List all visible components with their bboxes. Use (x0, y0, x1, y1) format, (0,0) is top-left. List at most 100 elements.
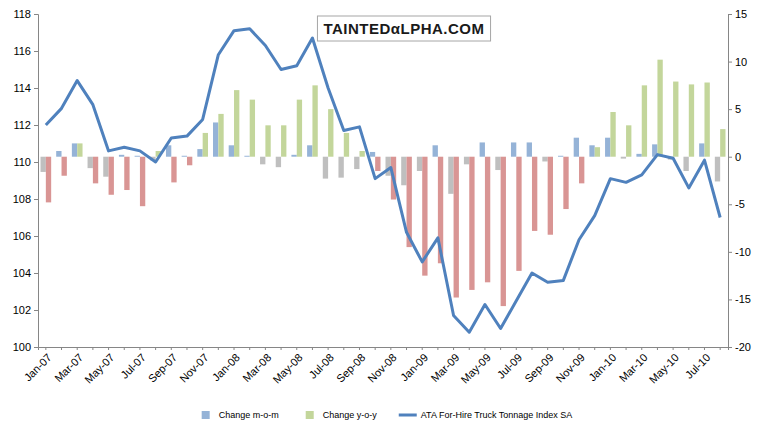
tick: Jan-09 (398, 347, 430, 383)
tick-mark (626, 347, 627, 350)
tick-mark (359, 347, 360, 350)
tick-mark (720, 347, 721, 350)
bar (469, 157, 474, 290)
tick: 110 (13, 156, 38, 168)
bar (511, 142, 516, 156)
tick (124, 347, 125, 350)
tick-label: -20 (735, 341, 751, 353)
tick-mark (579, 347, 580, 350)
tick (500, 347, 501, 350)
tick-mark (296, 347, 297, 350)
tick-label: 108 (13, 193, 31, 205)
tick-mark (281, 347, 282, 350)
bar (307, 145, 312, 156)
tick-mark (234, 347, 235, 350)
bar (683, 157, 688, 171)
tick-mark (328, 347, 329, 350)
tick-label: May-09 (458, 351, 492, 385)
tick-label: 106 (13, 230, 31, 242)
tick-label: Jan-08 (210, 351, 242, 383)
bar (673, 82, 678, 157)
tick-mark (61, 347, 62, 350)
title-box: TAINTEDαLPHA.COM (317, 16, 490, 41)
tick-mark (34, 310, 38, 311)
tick-mark (547, 347, 548, 350)
tick-mark (77, 347, 78, 350)
tick-mark (34, 199, 38, 200)
bar (93, 157, 98, 184)
tick-mark (34, 347, 38, 348)
tick-mark (728, 109, 732, 110)
y-axis: 100102104106108110112114116118 (13, 8, 39, 353)
tick-label: Jan-10 (586, 351, 618, 383)
bar (501, 157, 506, 306)
bar (720, 129, 725, 157)
bar (370, 152, 375, 157)
tick-label: Nov-08 (365, 351, 399, 385)
tick-label: May-07 (82, 351, 116, 385)
tick-mark (34, 14, 38, 15)
tick-label: Nov-09 (553, 351, 587, 385)
tick-mark (531, 347, 532, 350)
tick-label: Jan-07 (22, 351, 54, 383)
bar (704, 83, 709, 157)
tick: Jan-08 (210, 347, 242, 383)
tick-label: Sep-07 (146, 351, 180, 385)
bar (203, 133, 208, 157)
tick-mark (641, 347, 642, 350)
bar (119, 155, 124, 157)
tick: Nov-07 (177, 347, 211, 385)
bar (344, 133, 349, 157)
legend-label: ATA For-Hire Truck Tonnage Index SA (421, 410, 573, 420)
bar (689, 84, 694, 156)
tick (688, 347, 689, 350)
tick (186, 347, 187, 350)
bar (542, 157, 547, 162)
tick: -15 (728, 293, 751, 305)
bar (218, 114, 223, 157)
tick (343, 347, 344, 350)
tick: Jul-08 (306, 347, 336, 381)
tick: -20 (728, 341, 751, 353)
bar (563, 157, 568, 209)
bar (250, 100, 255, 157)
line (46, 29, 720, 332)
tick-label: Mar-10 (617, 351, 650, 384)
tick-label: May-10 (647, 351, 681, 385)
bar (386, 157, 391, 176)
tick-label: Jan-09 (398, 351, 430, 383)
bar (312, 85, 317, 156)
tick (92, 347, 93, 350)
bar (359, 151, 364, 157)
bar (595, 147, 600, 157)
tick: 100 (13, 341, 38, 353)
tick: 10 (728, 56, 747, 68)
tick (312, 347, 313, 350)
bar (103, 157, 108, 177)
bar (527, 142, 532, 156)
tick-label: Sep-09 (522, 351, 556, 385)
bar (124, 157, 129, 190)
tick: Mar-09 (428, 347, 461, 384)
tick: Jul-09 (495, 347, 525, 381)
tick: Mar-08 (240, 347, 273, 384)
bar (642, 85, 647, 156)
tick-mark (516, 347, 517, 350)
chart: 100102104106108110112114116118-20-15-10-… (0, 0, 769, 433)
bar (46, 157, 51, 203)
axis-line (39, 348, 729, 351)
bar (265, 125, 270, 156)
bar (41, 157, 46, 172)
tick: 102 (13, 304, 38, 316)
legend-swatch (202, 411, 210, 419)
bar (480, 142, 485, 156)
tick-mark (390, 347, 391, 350)
bar (579, 157, 584, 184)
tick: May-10 (647, 347, 681, 386)
tick-mark (108, 347, 109, 350)
tick (249, 347, 250, 350)
tick: Sep-08 (334, 347, 368, 385)
legend-swatch (306, 411, 314, 419)
tick (469, 347, 470, 350)
tick-label: -10 (735, 246, 751, 258)
